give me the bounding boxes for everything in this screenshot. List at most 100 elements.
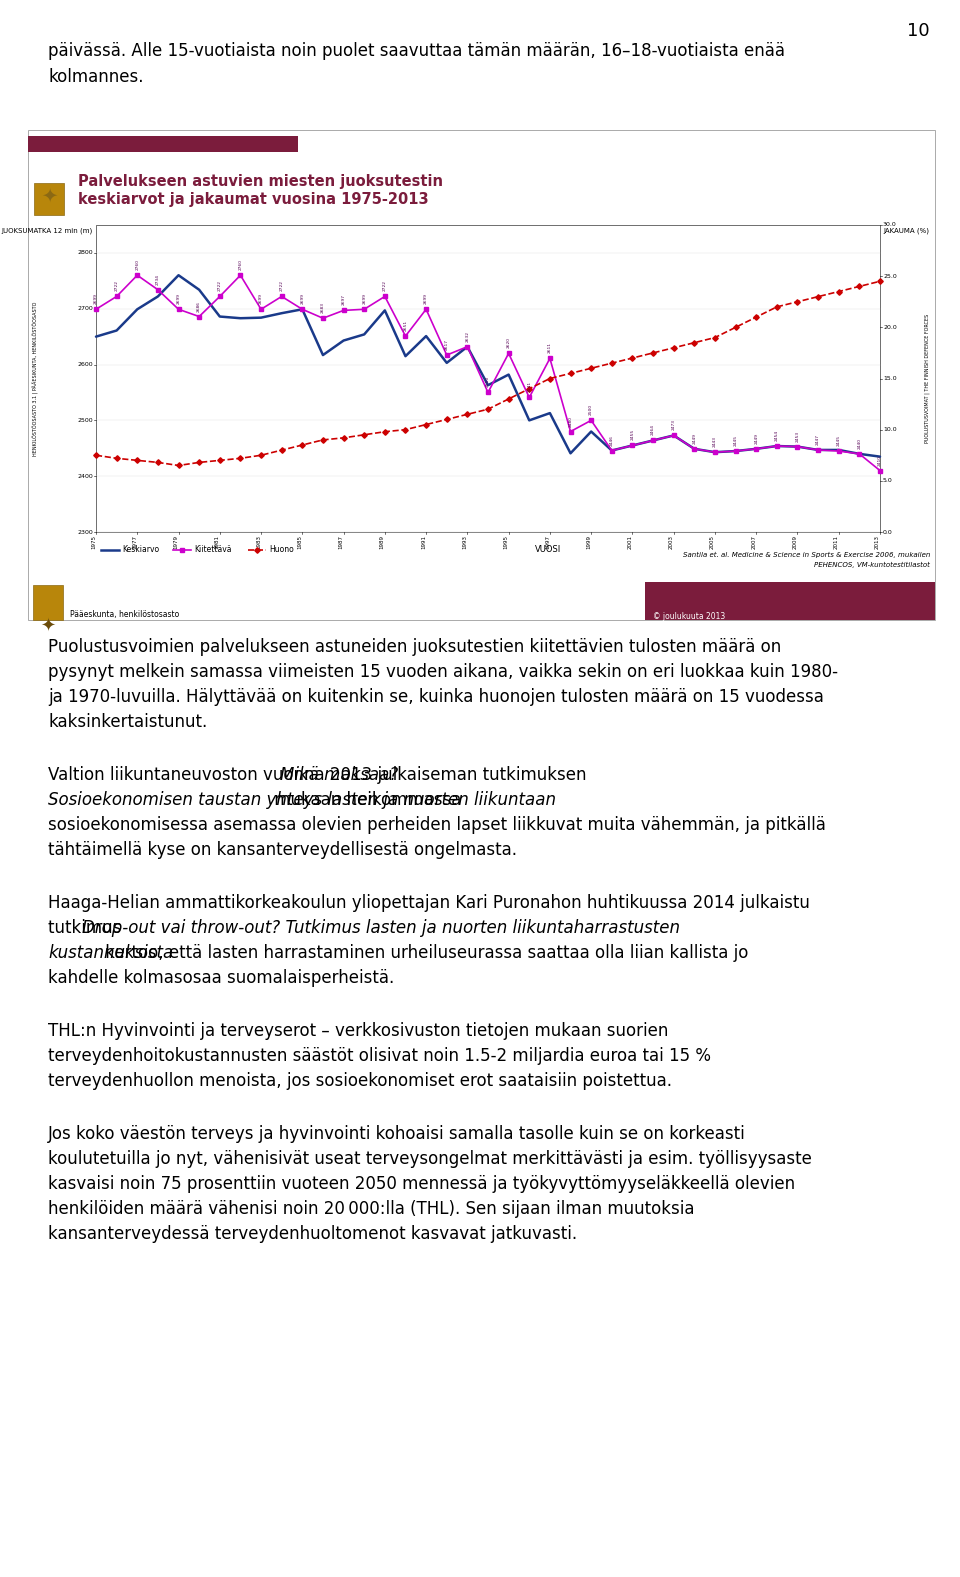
Text: kolmannes.: kolmannes.: [48, 68, 143, 87]
Text: 2455: 2455: [631, 429, 635, 440]
Text: Jos koko väestön terveys ja hyvinvointi kohoaisi samalla tasolle kuin se on kork: Jos koko väestön terveys ja hyvinvointi …: [48, 1124, 746, 1143]
Text: 2699: 2699: [259, 293, 263, 304]
Text: 2651: 2651: [403, 320, 407, 331]
Text: HENKILÖSTÖOSASTO 3.1 | PÄÄESIKUNTA, HENKILÖSTÖOSASTO: HENKILÖSTÖOSASTO 3.1 | PÄÄESIKUNTA, HENK…: [33, 301, 39, 456]
Text: THL:n Hyvinvointi ja terveyserot – verkkosivuston tietojen mukaan suorien: THL:n Hyvinvointi ja terveyserot – verkk…: [48, 1022, 668, 1039]
Text: 2699: 2699: [362, 293, 366, 304]
Text: 2400: 2400: [77, 473, 93, 479]
Text: Palvelukseen astuvien miesten juoksutestin: Palvelukseen astuvien miesten juoksutest…: [78, 173, 443, 189]
Text: Mikä maksaa?: Mikä maksaa?: [280, 766, 398, 784]
Text: 2445: 2445: [733, 435, 737, 446]
Text: 2410: 2410: [878, 454, 882, 465]
Text: ✦: ✦: [40, 618, 56, 636]
Text: © joulukuuta 2013: © joulukuuta 2013: [653, 612, 725, 621]
Text: 15.0: 15.0: [883, 375, 897, 382]
Text: 2007: 2007: [752, 535, 756, 549]
Text: 2699: 2699: [300, 293, 304, 304]
Text: 0.0: 0.0: [883, 530, 893, 535]
Text: 2620: 2620: [507, 337, 511, 349]
Text: 2686: 2686: [197, 301, 202, 312]
Text: 1989: 1989: [380, 535, 385, 549]
Text: 2449: 2449: [692, 432, 696, 443]
Text: 20.0: 20.0: [883, 325, 897, 330]
Text: 2722: 2722: [114, 281, 119, 292]
Text: 1991: 1991: [421, 535, 426, 549]
Text: kustannuksista: kustannuksista: [48, 945, 173, 962]
Text: 2611: 2611: [548, 342, 552, 353]
Text: koulutetuilla jo nyt, vähenisivät useat terveysongelmat merkittävästi ja esim. t: koulutetuilla jo nyt, vähenisivät useat …: [48, 1150, 812, 1169]
Text: 2454: 2454: [775, 431, 779, 442]
Text: 2700: 2700: [77, 306, 93, 311]
Text: 2697: 2697: [342, 295, 346, 306]
Text: 30.0: 30.0: [883, 222, 897, 227]
Text: 2683: 2683: [321, 303, 324, 314]
Text: 2760: 2760: [238, 259, 243, 270]
Text: 2550: 2550: [486, 377, 490, 388]
Text: 1997: 1997: [545, 535, 550, 549]
Text: 2699: 2699: [424, 293, 428, 304]
Text: terveydenhoitokustannusten säästöt olisivat noin 1.5-2 miljardia euroa tai 15 %: terveydenhoitokustannusten säästöt olisi…: [48, 1047, 711, 1064]
Text: 2003: 2003: [669, 535, 674, 549]
Text: 2449: 2449: [755, 432, 758, 443]
Bar: [96, 226, 880, 531]
Text: 2734: 2734: [156, 274, 160, 285]
Text: Pääeskunta, henkilöstosasto: Pääeskunta, henkilöstosasto: [70, 610, 180, 620]
Text: 2500: 2500: [78, 418, 93, 423]
Text: 2722: 2722: [279, 281, 284, 292]
Text: Puolustusvoimien palvelukseen astuneiden juoksutestien kiitettävien tulosten mää: Puolustusvoimien palvelukseen astuneiden…: [48, 639, 781, 656]
Text: 2722: 2722: [383, 281, 387, 292]
Text: 1981: 1981: [215, 535, 220, 549]
Text: tähtäimellä kyse on kansanterveydellisestä ongelmasta.: tähtäimellä kyse on kansanterveydellises…: [48, 841, 517, 859]
Text: 2011: 2011: [833, 535, 839, 549]
Text: kertoo, että lasten harrastaminen urheiluseurassa saattaa olla liian kallista jo: kertoo, että lasten harrastaminen urheil…: [101, 945, 749, 962]
Text: 2760: 2760: [135, 259, 139, 270]
Text: 2699: 2699: [177, 293, 180, 304]
Text: 2699: 2699: [94, 293, 98, 304]
Text: 10.0: 10.0: [883, 427, 897, 432]
Text: 2722: 2722: [218, 281, 222, 292]
Text: henkilöiden määrä vähenisi noin 20 000:lla (THL). Sen sijaan ilman muutoksia: henkilöiden määrä vähenisi noin 20 000:l…: [48, 1200, 694, 1217]
Text: 1977: 1977: [132, 535, 137, 549]
Bar: [28, 129, 935, 620]
Text: JUOKSUMATKA 12 min (m): JUOKSUMATKA 12 min (m): [2, 227, 93, 233]
Text: 2446: 2446: [610, 435, 613, 446]
Text: päivässä. Alle 15-vuotiaista noin puolet saavuttaa tämän määrän, 16–18-vuotiaist: päivässä. Alle 15-vuotiaista noin puolet…: [48, 43, 785, 60]
Text: kahdelle kolmasosaa suomalaisperheistä.: kahdelle kolmasosaa suomalaisperheistä.: [48, 968, 395, 987]
Text: 2009: 2009: [792, 535, 798, 549]
Text: 2001: 2001: [628, 535, 633, 549]
Text: 2617: 2617: [444, 339, 448, 350]
Text: PEHENCOS, VM-kuntotestitilastot: PEHENCOS, VM-kuntotestitilastot: [814, 561, 930, 568]
Text: tutkimus: tutkimus: [48, 919, 127, 937]
Text: terveydenhuollon menoista, jos sosioekonomiset erot saataisiin poistettua.: terveydenhuollon menoista, jos sosioekon…: [48, 1072, 672, 1090]
Text: 1987: 1987: [339, 535, 344, 549]
Text: Sosioekonomisen taustan yhteys lasten ja nuorten liikuntaan: Sosioekonomisen taustan yhteys lasten ja…: [48, 792, 556, 809]
Text: 10: 10: [907, 22, 930, 39]
Text: 2440: 2440: [857, 438, 861, 449]
Text: 2300: 2300: [77, 530, 93, 535]
Text: Kiitettävä: Kiitettävä: [194, 546, 231, 555]
Text: 2480: 2480: [568, 415, 572, 426]
Text: 2600: 2600: [78, 363, 93, 367]
Text: 1995: 1995: [504, 535, 509, 549]
Text: 2541: 2541: [527, 382, 531, 393]
Text: Drop-out vai throw-out? Tutkimus lasten ja nuorten liikuntaharrastusten: Drop-out vai throw-out? Tutkimus lasten …: [82, 919, 680, 937]
Text: 1985: 1985: [298, 535, 302, 549]
Text: 2464: 2464: [651, 424, 655, 435]
Bar: [34, 183, 64, 214]
Text: 2800: 2800: [78, 251, 93, 255]
Text: 1979: 1979: [174, 535, 179, 549]
Text: kaksinkertaistunut.: kaksinkertaistunut.: [48, 713, 207, 732]
Text: 1975: 1975: [91, 535, 96, 549]
Text: 2013: 2013: [875, 535, 880, 549]
Text: 2453: 2453: [796, 431, 800, 442]
Text: 2632: 2632: [466, 331, 469, 342]
Text: Valtion liikuntaneuvoston vuonna 2013 julkaiseman tutkimuksen: Valtion liikuntaneuvoston vuonna 2013 ju…: [48, 766, 591, 784]
Text: 2473: 2473: [672, 419, 676, 431]
Text: VUOSI: VUOSI: [535, 546, 562, 555]
Text: kasvaisi noin 75 prosenttiin vuoteen 2050 mennessä ja työkyvyttömyyseläkkeellä o: kasvaisi noin 75 prosenttiin vuoteen 205…: [48, 1175, 795, 1192]
Bar: [645, 582, 935, 620]
Text: 2447: 2447: [816, 434, 820, 445]
Text: ✦: ✦: [41, 186, 58, 205]
Text: pysynyt melkein samassa viimeisten 15 vuoden aikana, vaikka sekin on eri luokkaa: pysynyt melkein samassa viimeisten 15 vu…: [48, 662, 838, 681]
Text: Haaga-Helian ammattikorkeakoulun yliopettajan Kari Puronahon huhtikuussa 2014 ju: Haaga-Helian ammattikorkeakoulun yliopet…: [48, 894, 810, 912]
